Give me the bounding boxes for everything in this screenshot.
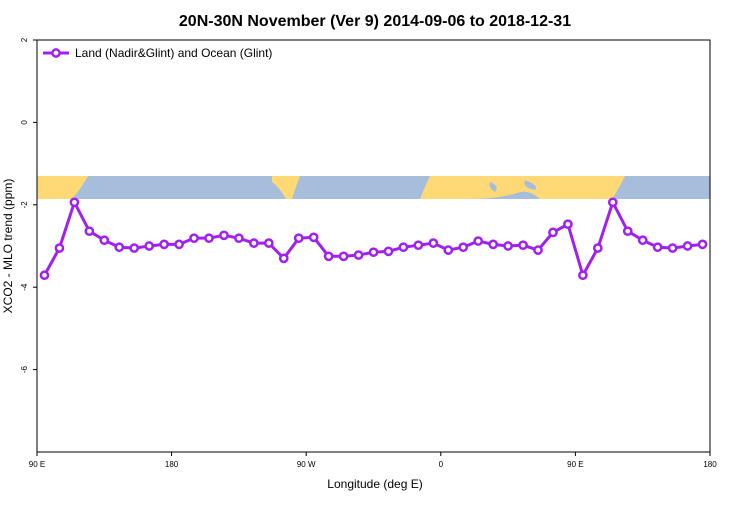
point xyxy=(99,235,110,246)
point xyxy=(578,270,588,281)
x-tick-label: 90 W xyxy=(297,460,316,469)
point xyxy=(174,239,184,250)
point xyxy=(278,253,289,264)
y-axis-label: XCO2 - MLO trend (ppm) xyxy=(1,179,15,314)
point xyxy=(563,219,573,230)
point xyxy=(428,238,439,248)
y-tick-label: -6 xyxy=(20,365,29,373)
point xyxy=(69,197,80,208)
x-tick-label: 90 E xyxy=(567,460,583,469)
point xyxy=(443,245,454,255)
point xyxy=(383,246,394,257)
point xyxy=(368,247,379,258)
point xyxy=(54,243,65,253)
point xyxy=(652,242,663,253)
point xyxy=(129,243,140,253)
x-axis-label: Longitude (deg E) xyxy=(327,477,422,491)
point xyxy=(458,242,469,253)
point xyxy=(488,239,498,250)
point xyxy=(39,270,50,281)
point xyxy=(473,236,484,246)
land xyxy=(37,176,88,199)
map-strip xyxy=(37,176,710,199)
point xyxy=(189,233,199,244)
point xyxy=(533,245,543,255)
land xyxy=(420,176,625,199)
point xyxy=(249,238,259,248)
point xyxy=(592,243,603,253)
point xyxy=(293,233,304,244)
y-tick-label: 0 xyxy=(20,120,29,125)
land xyxy=(272,176,300,199)
point xyxy=(84,226,95,237)
sea xyxy=(489,180,537,192)
point xyxy=(219,230,229,241)
point xyxy=(413,240,424,251)
point xyxy=(159,239,169,250)
point xyxy=(622,226,633,237)
x-tick-label: 90 E xyxy=(29,460,45,469)
x-tick-label: 180 xyxy=(703,460,717,469)
point xyxy=(667,243,678,253)
y-tick-label: -4 xyxy=(20,283,29,291)
point xyxy=(114,242,125,253)
x-tick-label: 0 xyxy=(439,460,444,469)
point xyxy=(263,238,274,248)
point xyxy=(503,241,513,251)
point xyxy=(548,227,558,238)
chart-title: 20N-30N November (Ver 9) 2014-09-06 to 2… xyxy=(179,13,571,30)
series-line xyxy=(43,198,703,280)
point xyxy=(607,197,618,208)
y-tick-label: 2 xyxy=(20,37,29,42)
point xyxy=(308,232,319,243)
point xyxy=(398,242,409,253)
point xyxy=(338,251,349,262)
point xyxy=(518,240,528,251)
legend-marker xyxy=(51,48,61,58)
x-tick-label: 180 xyxy=(165,460,179,469)
y-tick-label: -2 xyxy=(20,201,29,209)
legend-label: Land (Nadir&Glint) and Ocean (Glint) xyxy=(75,46,272,60)
point xyxy=(204,233,214,244)
point xyxy=(697,239,708,250)
point xyxy=(682,241,693,251)
plot-frame xyxy=(36,39,711,453)
point xyxy=(234,233,244,244)
point xyxy=(637,235,648,246)
point xyxy=(353,250,364,260)
point xyxy=(144,241,155,251)
point xyxy=(323,251,334,262)
